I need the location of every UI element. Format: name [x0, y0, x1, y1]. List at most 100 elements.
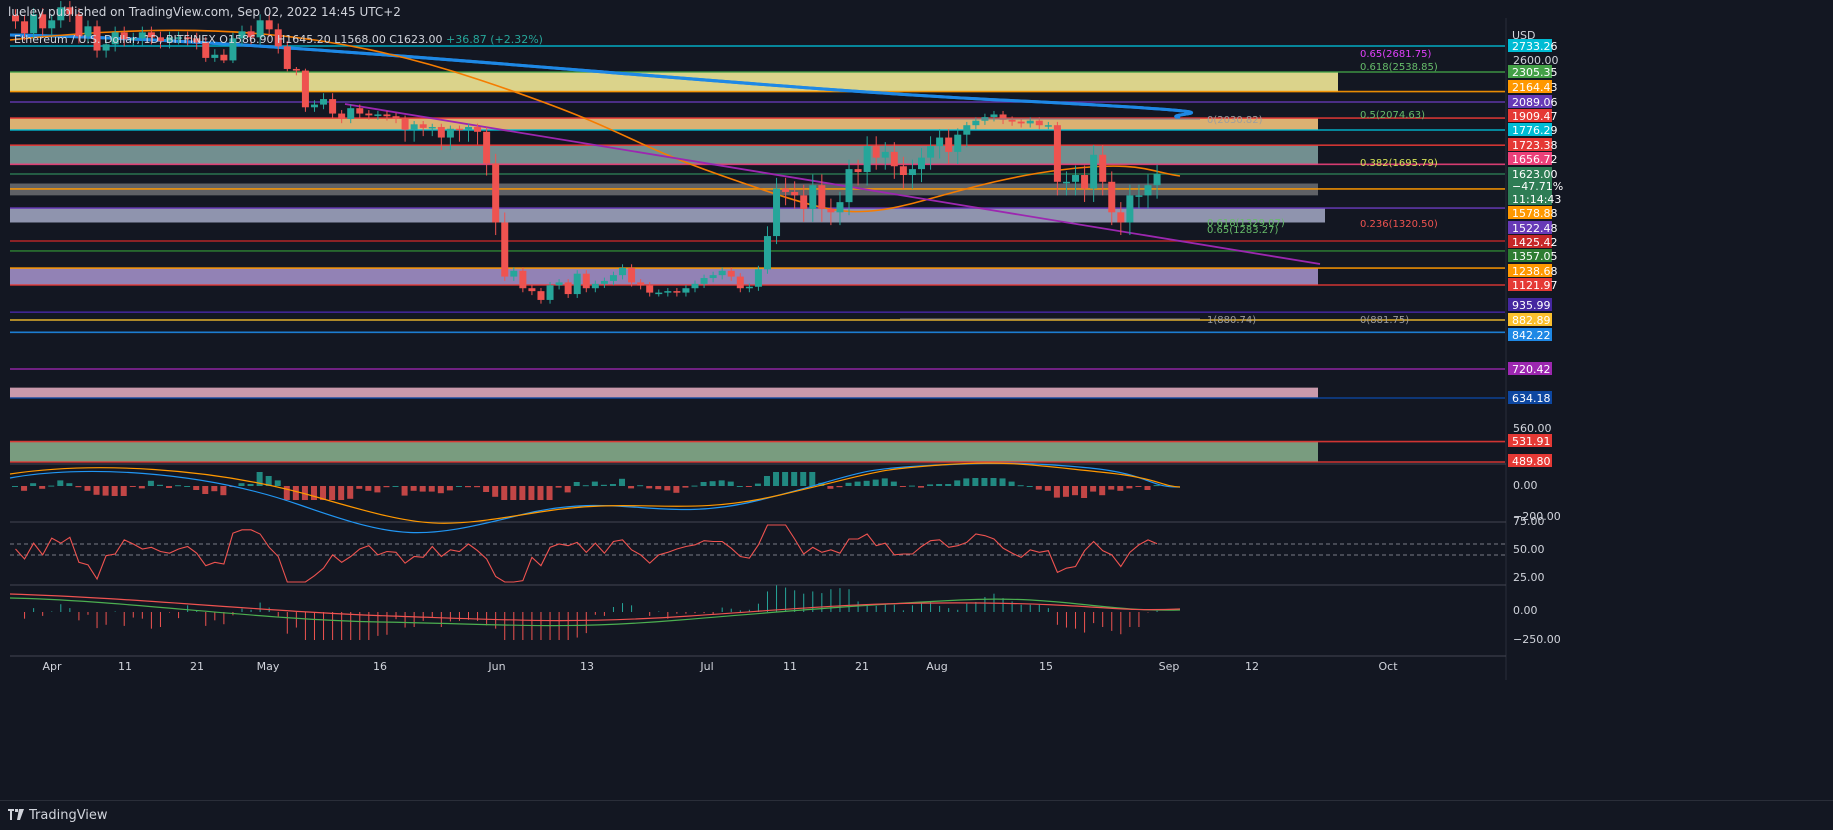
candle-body [138, 32, 146, 39]
macd-bar [57, 480, 64, 486]
candle-body [184, 37, 192, 39]
macd-bar [573, 482, 580, 486]
candle-body [202, 42, 210, 58]
fib-label: 0.236(1320.50) [1360, 219, 1438, 230]
candle-body [374, 114, 382, 116]
candle-body [356, 108, 364, 114]
price-label-box [1508, 298, 1552, 311]
macd-bar [673, 486, 680, 493]
price-label-box [1508, 391, 1552, 404]
candle-body [999, 114, 1007, 120]
candle-body [1072, 175, 1080, 182]
fib-label: 0.5(2074.63) [1360, 110, 1425, 121]
macd-bar [881, 478, 888, 486]
candle-body [918, 157, 925, 170]
macd-bar [102, 486, 109, 496]
macd-bar [936, 484, 943, 486]
zone-purple-1238 [10, 268, 1318, 285]
price-label-box [1508, 454, 1552, 467]
candle-body [646, 285, 654, 293]
candle-body [682, 288, 690, 293]
macd-bar [220, 486, 227, 496]
zone-yellow-2305 [10, 72, 1338, 92]
rsi-tick-label: 75.00 [1513, 515, 1545, 528]
candle-body [492, 163, 500, 223]
price-label-box [1508, 152, 1552, 165]
candle-body [845, 169, 853, 203]
price-label-text: 2733.26 [1512, 40, 1558, 53]
candle-body [455, 128, 463, 131]
candle-body [827, 208, 835, 213]
macd-bar [619, 478, 626, 486]
y-tick-label: 560.00 [1513, 422, 1552, 435]
price-label-text: 1623.00 [1512, 168, 1558, 181]
candle-body [546, 285, 554, 300]
price-label-text: 842.22 [1512, 329, 1551, 342]
macd-bar [383, 486, 390, 488]
tradingview-brand[interactable]: TradingView [8, 808, 108, 823]
candle-body [84, 26, 92, 37]
price-label-text: 882.89 [1512, 314, 1551, 327]
symbol-name: Ethereum / U.S. Dollar, 1D, BITFINEX [14, 33, 216, 46]
macd-bar [21, 486, 28, 491]
candle-body [220, 54, 228, 61]
candle-body [166, 37, 174, 42]
macd-bar [211, 486, 218, 492]
macd-bar [999, 478, 1006, 486]
fib-label: 0(881.75) [1360, 315, 1409, 326]
candle-body [582, 273, 590, 289]
x-tick-label: Apr [42, 660, 62, 673]
macd-bar [292, 486, 299, 500]
fib-label: 0.65(2681.75) [1360, 49, 1432, 60]
price-label-text: 1776.29 [1512, 124, 1558, 137]
candle-body [446, 128, 454, 138]
candle-body [619, 267, 627, 276]
macd-bar [202, 486, 209, 494]
candle-body [283, 46, 291, 69]
x-tick-label: Oct [1378, 660, 1398, 673]
candle-body [265, 20, 273, 30]
candle-body [890, 151, 898, 167]
macd-bar [247, 484, 254, 486]
candle-body [320, 99, 328, 105]
currency-label: USD [1512, 29, 1536, 42]
price-label-text: 2164.43 [1512, 81, 1558, 94]
macd-bar [510, 486, 517, 500]
candle-body [600, 280, 608, 284]
macd-bar [48, 485, 55, 487]
macd-bar [1044, 486, 1051, 491]
candle-body [247, 31, 255, 38]
candle-body [673, 291, 681, 293]
ohlc-values: O1586.90 H1645.20 L1568.00 C1623.00 [219, 33, 443, 46]
macd-bar [455, 486, 462, 487]
price-label-text: 1121.97 [1512, 279, 1558, 292]
macd-bar [166, 486, 173, 488]
price-chart[interactable]: 0.65(2681.75) 0.618(2538.85) 0.5(2074.63) 0… [0, 0, 1833, 800]
price-label-box [1508, 65, 1552, 78]
macd-bar [763, 476, 770, 486]
price-label-box [1508, 264, 1552, 277]
macd-bar [927, 484, 934, 486]
macd-bar [1099, 486, 1106, 496]
x-tick-label: 16 [373, 660, 387, 673]
candle-body [537, 291, 545, 300]
macd-bar [637, 485, 644, 487]
macd-bar [301, 486, 308, 500]
price-label-text: 11:14:43 [1512, 193, 1561, 206]
candle-body [727, 270, 735, 277]
zone-teal-1723 [10, 145, 1318, 165]
macd-bar [1135, 486, 1142, 487]
price-label-text: 935.99 [1512, 299, 1551, 312]
macd-bar [12, 486, 18, 487]
price-label-box [1508, 313, 1552, 326]
x-tick-label: May [257, 660, 280, 673]
macd-bar [111, 486, 118, 496]
macd-bar [827, 486, 834, 489]
macd-bar [836, 486, 843, 488]
price-label-text: 720.42 [1512, 363, 1551, 376]
candle-body [1108, 181, 1116, 213]
candle-body [147, 32, 155, 38]
candle-body [401, 118, 409, 130]
candle-body [301, 70, 309, 108]
candle-body [872, 146, 880, 158]
